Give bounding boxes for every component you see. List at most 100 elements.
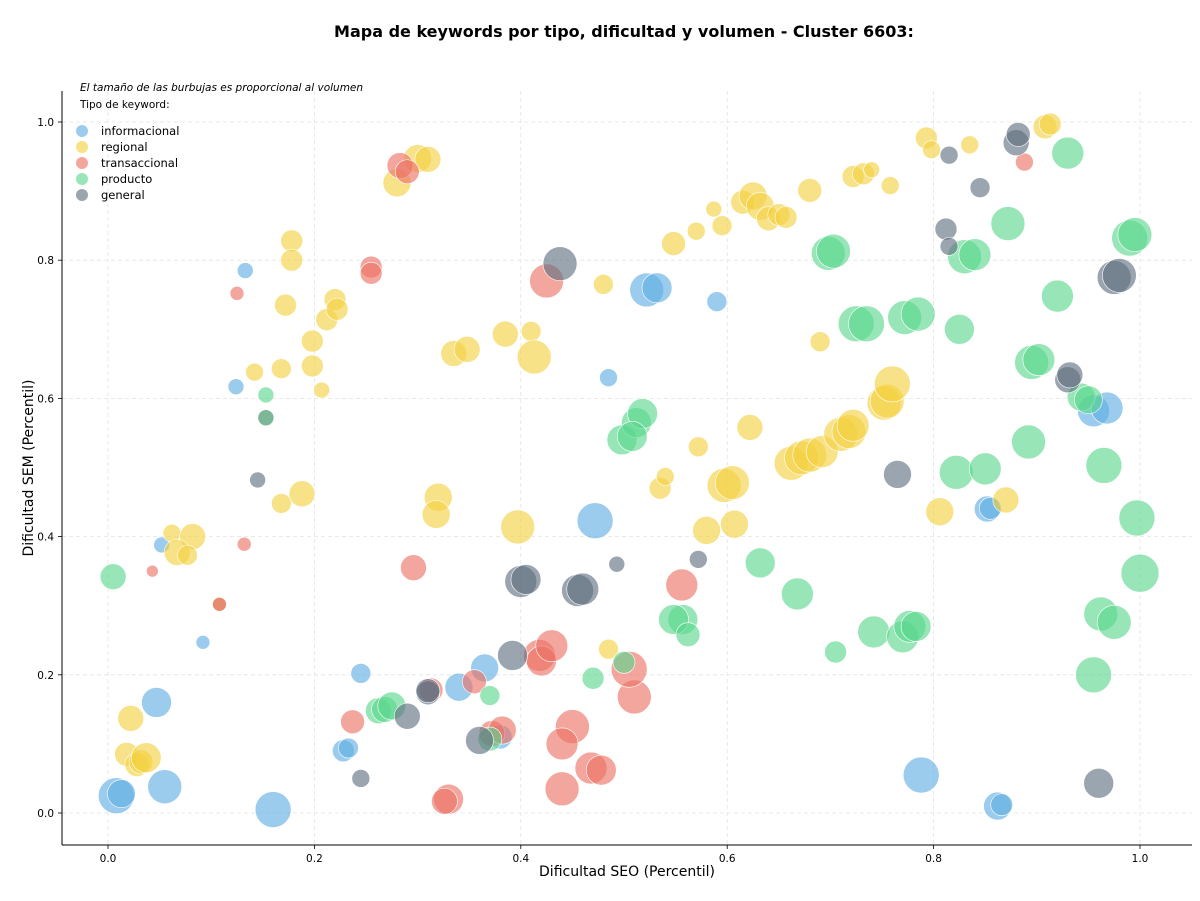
bubble-regional [598, 638, 619, 660]
bubble-informacional [338, 737, 359, 759]
bubble-general [1005, 122, 1031, 147]
bubble-general [1102, 258, 1137, 293]
bubble-producto [781, 577, 814, 611]
bubble-regional [245, 362, 264, 382]
y-tick-label: 0.0 [37, 808, 54, 820]
bubble-regional [593, 274, 614, 295]
bubble-informacional [706, 291, 728, 312]
bubble-transaccional [359, 262, 383, 285]
x-tick-label: 0.0 [100, 853, 117, 865]
bubble-informacional [195, 635, 211, 650]
series-transaccional-dark [212, 597, 227, 612]
bubble-informacional [350, 663, 372, 684]
bubble-transaccional [340, 709, 365, 735]
chart-title: Mapa de keywords por tipo, dificultad y … [334, 22, 914, 41]
bubble-producto [900, 296, 936, 332]
bubble-regional [736, 414, 764, 441]
legend-marker-informacional [76, 125, 88, 137]
bubble-regional [280, 248, 303, 272]
bubble-regional [421, 500, 451, 529]
bubble-general [465, 726, 494, 755]
bubble-regional [661, 231, 686, 256]
bubble-producto [612, 651, 636, 674]
bubble-regional [271, 358, 292, 379]
bubble-regional [880, 176, 900, 195]
bubble-informacional [236, 262, 254, 279]
bubble-general [415, 678, 441, 703]
bubble-producto [1051, 136, 1085, 170]
bubble-general [497, 640, 528, 671]
bubble-transaccional [545, 727, 579, 761]
y-ticks: 0.0 0.2 0.4 0.6 0.8 1.0 [37, 117, 62, 820]
bubble-regional [686, 221, 706, 241]
y-tick-label: 0.8 [37, 255, 54, 267]
bubble-producto [1011, 424, 1046, 460]
bubble-regional [492, 320, 519, 348]
bubble-regional [720, 509, 749, 539]
bubble-producto [257, 386, 275, 404]
bubble-informacional [990, 793, 1014, 817]
y-tick-label: 0.6 [37, 393, 54, 405]
series-producto [99, 136, 1160, 752]
bubble-transaccional [585, 754, 617, 786]
bubble-general [934, 217, 958, 241]
bubble-general [969, 177, 991, 198]
bubble-general [566, 572, 600, 606]
bubble-general [883, 460, 912, 489]
bubble-producto [848, 305, 885, 343]
x-tick-label: 1.0 [1132, 853, 1149, 865]
bubble-transaccional [431, 787, 458, 815]
legend-title: Tipo de keyword: [79, 99, 170, 111]
bubble-informacional [147, 769, 183, 805]
x-ticks: 0.0 0.2 0.4 0.6 0.8 1.0 [100, 845, 1149, 865]
y-tick-label: 0.4 [37, 532, 54, 544]
bubble-regional [922, 140, 941, 159]
bubble-transaccional [146, 564, 159, 578]
bubble-regional [516, 339, 552, 375]
grid [62, 91, 1192, 845]
bubble-regional [863, 161, 880, 178]
bubble-producto [990, 206, 1026, 241]
legend-label-producto: producto [101, 172, 152, 186]
x-tick-label: 0.6 [719, 853, 736, 865]
bubble-size-note: El tamaño de las burbujas es proporciona… [80, 82, 363, 94]
bubble-transaccional [236, 536, 252, 552]
bubble-producto [479, 685, 501, 706]
legend-label-informacional: informacional [101, 124, 179, 138]
bubble-producto [968, 452, 1002, 486]
x-tick-label: 0.2 [306, 853, 323, 865]
bubble-informacional [599, 368, 618, 387]
bubble-informacional [902, 756, 940, 794]
bubble-producto [1022, 343, 1056, 377]
bubble-producto-dark [257, 409, 275, 427]
bubble-general [939, 237, 959, 256]
bubble-transaccional [665, 568, 699, 602]
bubble-regional [274, 293, 297, 317]
bubble-regional [874, 365, 911, 403]
bubble-producto [900, 611, 932, 642]
legend-label-transaccional: transaccional [101, 156, 178, 170]
bubble-producto [1118, 499, 1156, 537]
bubble-regional [809, 331, 831, 353]
bubble-general [1056, 361, 1084, 389]
bubble-transaccional [400, 554, 427, 581]
legend-marker-transaccional [76, 157, 88, 169]
bubble-regional [313, 381, 330, 399]
bubble-transaccional [535, 629, 569, 663]
bubble-producto [939, 455, 974, 490]
bubble-producto [1120, 553, 1160, 593]
bubble-general [393, 702, 421, 730]
bubble-regional [715, 465, 750, 501]
bubble-producto [824, 640, 847, 664]
bubble-transaccional [544, 771, 580, 807]
bubble-transaccional-dark [212, 597, 227, 612]
bubble-regional [797, 178, 823, 203]
y-tick-label: 0.2 [37, 670, 54, 682]
series-informacional [97, 262, 1124, 828]
bubble-regional [301, 354, 324, 378]
bubble-producto [857, 615, 891, 649]
bubble-general [249, 471, 266, 489]
series-producto-dark [257, 409, 275, 427]
bubble-regional [177, 544, 198, 566]
